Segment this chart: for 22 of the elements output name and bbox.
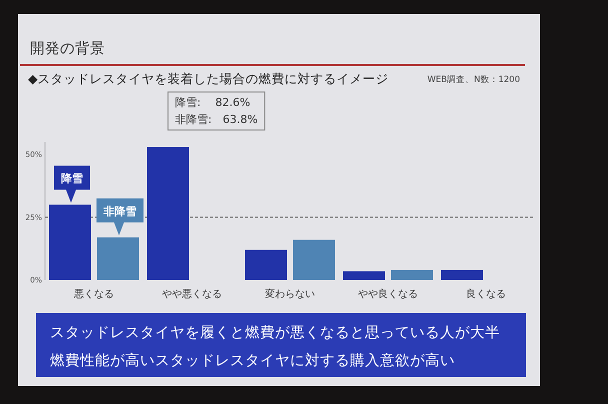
bar [293,240,335,280]
x-tick-label: 変わらない [265,288,315,300]
text: 非降雪: 63.8% [175,113,258,126]
bar [441,270,483,280]
x-tick-label: 良くなる [466,288,506,300]
callout: 降雪 [54,166,90,203]
text: 燃費性能が高いスタッドレスタイヤに対する購入意欲が高い [50,352,455,369]
series-label: 降雪 [61,172,83,186]
chart-title: 開発の背景 [30,40,105,57]
series-label: 非降雪 [102,204,136,218]
chart-subtitle: ◆スタッドレスタイヤを装着した場合の燃費に対するイメージ [28,71,389,86]
x-tick-label: やや良くなる [358,288,418,300]
bar [147,147,189,280]
bar [391,270,433,280]
bar [245,250,287,280]
text: スタッドレスタイヤを履くと燃費が悪くなると思っている人が大半 [50,324,500,341]
x-tick-label: やや悪くなる [162,289,222,300]
text: 降雪: 82.6% [175,96,250,109]
bar [343,271,385,280]
x-tick-label: 悪くなる [73,289,114,300]
callout: 非降雪 [96,198,144,236]
text: WEB調査、N数：1200 [427,74,520,85]
